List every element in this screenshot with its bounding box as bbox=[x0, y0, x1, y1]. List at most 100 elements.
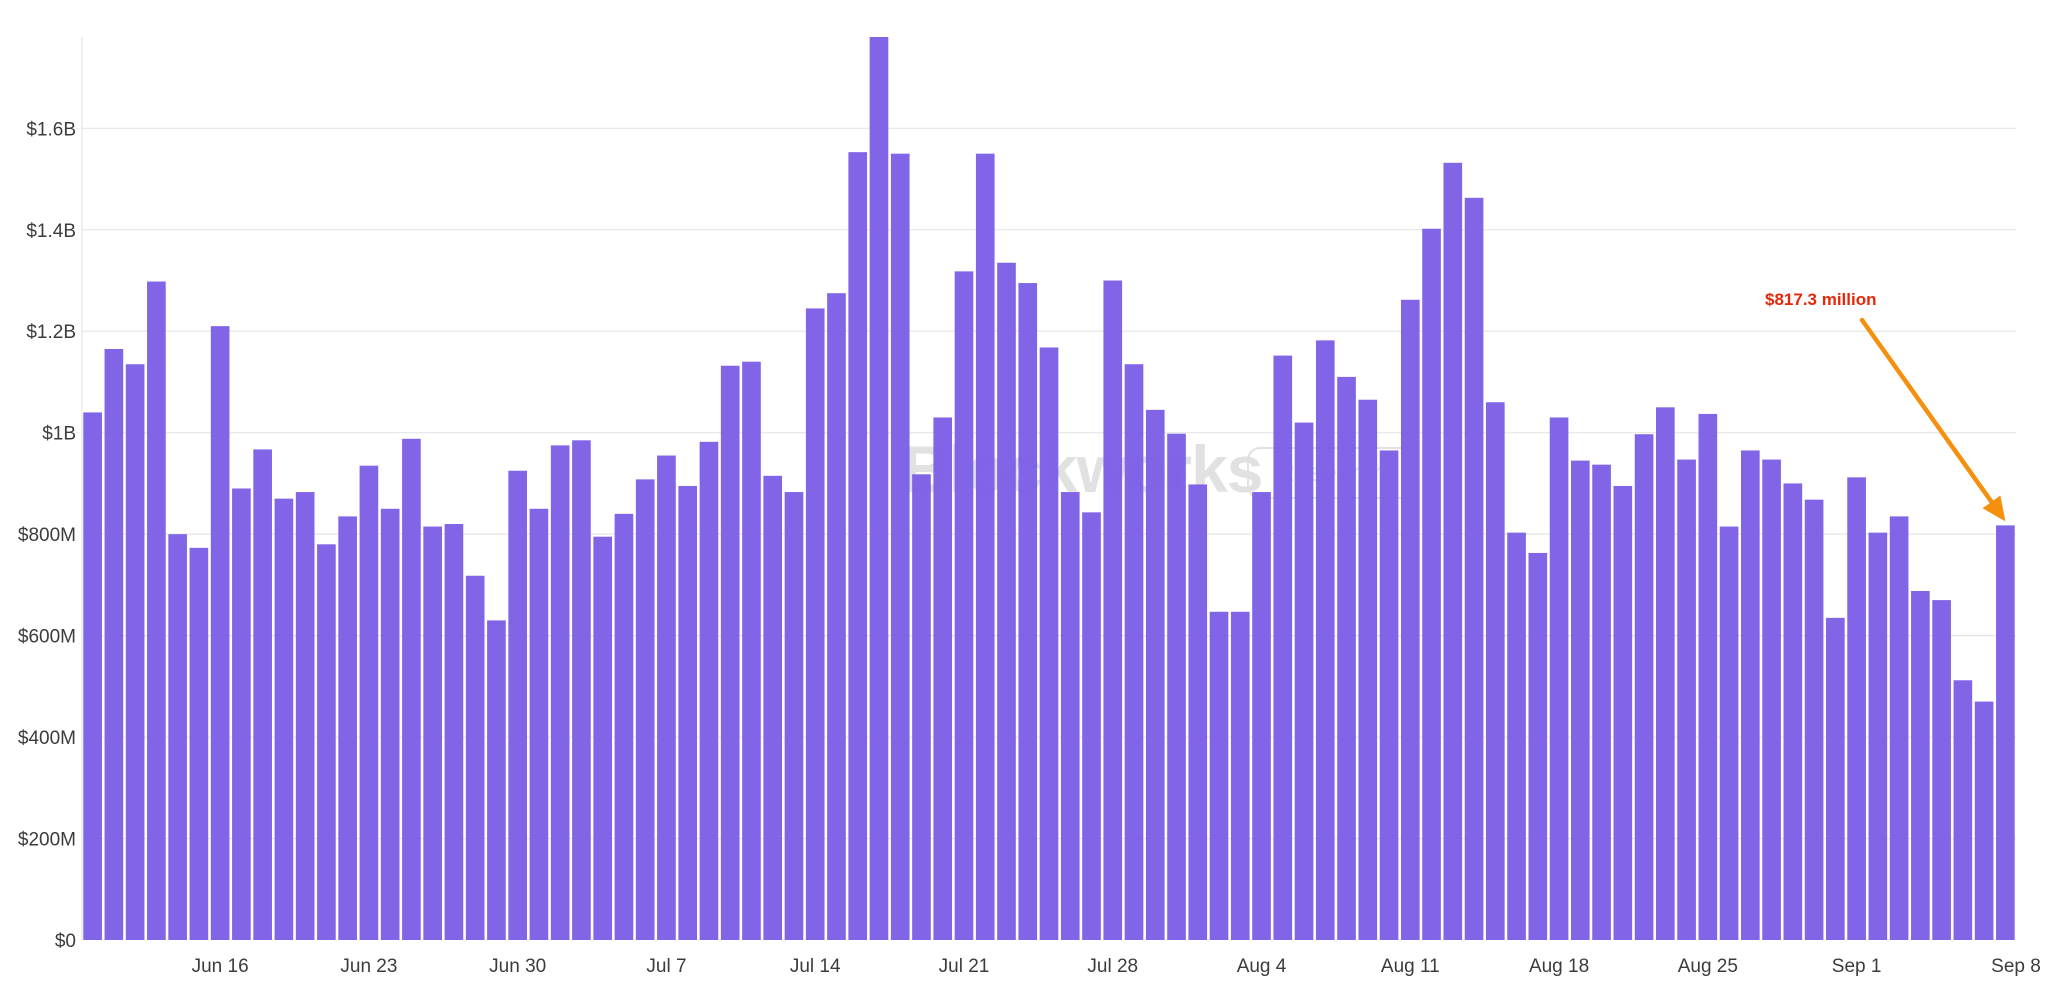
bar-74 bbox=[1656, 407, 1675, 941]
bar-31 bbox=[742, 361, 761, 940]
bar-51 bbox=[1167, 433, 1186, 940]
x-tick-label-6: Jul 28 bbox=[1087, 956, 1138, 977]
x-tick-label-4: Jul 14 bbox=[790, 956, 841, 977]
bar-90 bbox=[1996, 525, 2015, 940]
x-axis-tick-labels: Jun 16 Jun 23 Jun 30 Jul 7 Jul 14 Jul 21 Jul 2… bbox=[192, 956, 2041, 977]
bar-28 bbox=[678, 485, 698, 940]
bar-73 bbox=[1634, 434, 1654, 940]
x-tick-label-2: Jun 30 bbox=[489, 956, 546, 977]
bar-23 bbox=[572, 440, 591, 940]
bar-15 bbox=[402, 438, 421, 940]
bar-42 bbox=[975, 153, 995, 940]
y-tick-label-7: $1.4B bbox=[26, 221, 76, 242]
bar-35 bbox=[827, 293, 846, 940]
x-tick-label-8: Aug 11 bbox=[1381, 956, 1440, 977]
bar-71 bbox=[1592, 464, 1611, 940]
annotation-arrow-line bbox=[1859, 317, 1994, 505]
bar-79 bbox=[1762, 459, 1781, 940]
bar-85 bbox=[1889, 516, 1909, 940]
bar-20 bbox=[508, 470, 527, 940]
bar-14 bbox=[380, 508, 400, 940]
x-tick-label-0: Jun 16 bbox=[192, 956, 249, 977]
bar-12 bbox=[338, 516, 357, 940]
x-tick-label-5: Jul 21 bbox=[939, 956, 990, 977]
y-tick-label-4: $800M bbox=[18, 525, 76, 546]
bar-54 bbox=[1230, 611, 1250, 940]
bar-76 bbox=[1698, 413, 1718, 940]
bar-72 bbox=[1613, 485, 1633, 940]
bar-7 bbox=[232, 488, 251, 940]
bar-30 bbox=[720, 365, 740, 941]
bar-11 bbox=[317, 544, 336, 940]
bar-66 bbox=[1485, 402, 1505, 940]
bar-67 bbox=[1507, 532, 1526, 940]
bar-58 bbox=[1315, 340, 1335, 940]
bar-75 bbox=[1677, 459, 1696, 940]
bar-9 bbox=[274, 498, 294, 940]
y-tick-label-6: $1.2B bbox=[26, 322, 76, 343]
bar-44 bbox=[1018, 283, 1038, 940]
bar-8 bbox=[253, 449, 272, 940]
bar-47 bbox=[1082, 512, 1101, 940]
bar-80 bbox=[1783, 483, 1803, 940]
annotation-label: $817.3 million bbox=[1765, 290, 1877, 309]
x-tick-label-7: Aug 4 bbox=[1237, 956, 1287, 977]
bar-43 bbox=[997, 262, 1016, 940]
y-tick-label-1: $200M bbox=[18, 830, 76, 851]
bar-50 bbox=[1145, 409, 1165, 940]
bar-62 bbox=[1400, 299, 1420, 940]
bar-55 bbox=[1252, 492, 1271, 940]
y-tick-label-3: $600M bbox=[18, 627, 76, 648]
annotation: $817.3 million bbox=[1765, 290, 2006, 522]
bar-4 bbox=[168, 534, 187, 940]
bar-29 bbox=[699, 441, 719, 940]
bar-52 bbox=[1188, 484, 1208, 940]
bar-41 bbox=[954, 271, 974, 940]
bar-87 bbox=[1932, 600, 1951, 940]
bar-26 bbox=[635, 479, 655, 940]
annotation-arrow-head bbox=[1982, 495, 2006, 522]
y-tick-label-2: $400M bbox=[18, 728, 76, 749]
bar-84 bbox=[1868, 532, 1888, 940]
bar-16 bbox=[423, 526, 442, 940]
bar-56 bbox=[1273, 355, 1293, 941]
x-tick-label-10: Aug 25 bbox=[1678, 956, 1738, 977]
bar-27 bbox=[657, 455, 676, 940]
bar-65 bbox=[1464, 197, 1484, 940]
bar-78 bbox=[1741, 450, 1760, 940]
bar-24 bbox=[593, 536, 613, 940]
bar-17 bbox=[444, 524, 464, 940]
bar-38 bbox=[890, 153, 910, 940]
bar-21 bbox=[529, 508, 549, 940]
bar-0 bbox=[83, 412, 102, 940]
y-tick-label-5: $1B bbox=[42, 424, 76, 445]
bar-19 bbox=[487, 620, 506, 940]
bar-45 bbox=[1039, 347, 1059, 941]
y-tick-label-8: $1.6B bbox=[26, 119, 76, 140]
x-tick-label-1: Jun 23 bbox=[340, 956, 397, 977]
bar-89 bbox=[1974, 701, 1994, 940]
bar-88 bbox=[1953, 680, 1973, 940]
bar-82 bbox=[1826, 617, 1845, 940]
bar-36 bbox=[848, 152, 868, 940]
bar-70 bbox=[1570, 460, 1590, 940]
x-tick-label-9: Aug 18 bbox=[1529, 956, 1589, 977]
bar-53 bbox=[1209, 611, 1229, 940]
bar-2 bbox=[125, 364, 145, 941]
bar-40 bbox=[933, 417, 953, 941]
bar-10 bbox=[295, 492, 315, 940]
bar-57 bbox=[1294, 422, 1314, 940]
y-axis-tick-labels: $0 $200M $400M $600M $800M $1B $1.2B $1.4B $1.6B bbox=[18, 119, 76, 952]
bar-68 bbox=[1528, 552, 1548, 940]
bar-49 bbox=[1124, 364, 1144, 941]
bar-59 bbox=[1337, 376, 1356, 940]
bar-39 bbox=[912, 474, 931, 940]
bar-77 bbox=[1719, 526, 1739, 940]
bar-25 bbox=[614, 513, 634, 940]
bar-1 bbox=[104, 348, 124, 940]
bars bbox=[83, 37, 2015, 941]
bar-86 bbox=[1911, 590, 1930, 940]
bar-5 bbox=[189, 547, 209, 940]
x-tick-label-12: Sep 8 bbox=[1991, 956, 2041, 977]
